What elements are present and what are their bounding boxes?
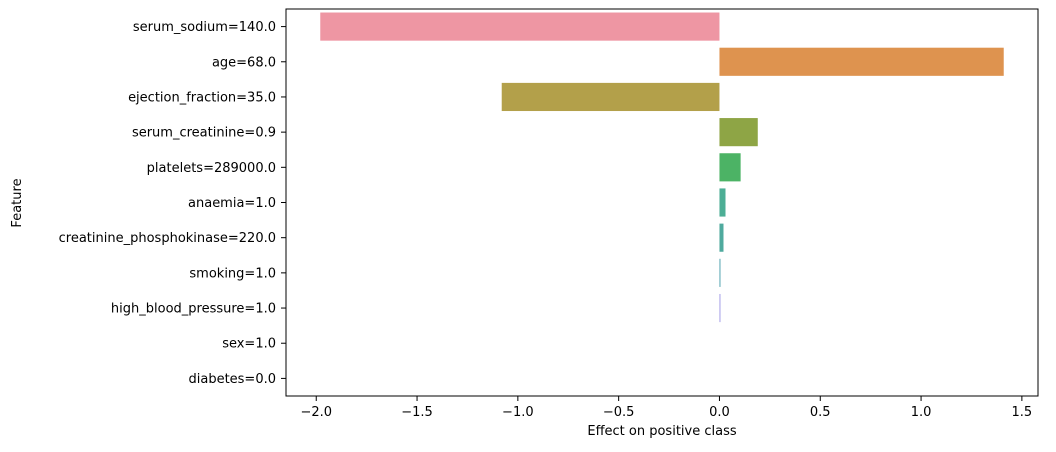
y-tick-label: serum_sodium=140.0 [133, 20, 276, 35]
y-tick-label: creatinine_phosphokinase=220.0 [59, 231, 276, 246]
y-tick-label: anaemia=1.0 [188, 196, 276, 211]
x-tick-label: 1.0 [911, 405, 932, 420]
y-ticks-layer: serum_sodium=140.0 age=68.0 ejection_fract… [59, 20, 286, 387]
y-tick-label: diabetes=0.0 [188, 372, 276, 387]
y-tick-label: sex=1.0 [222, 337, 276, 352]
bar-creatinine-phosphokinase [719, 223, 724, 252]
y-tick-label: serum_creatinine=0.9 [132, 126, 276, 141]
bar-anaemia [719, 188, 726, 217]
x-tick-label: 1.5 [1012, 405, 1033, 420]
bar-platelets [719, 153, 741, 182]
y-axis-label: Feature [10, 178, 25, 227]
y-tick-label: smoking=1.0 [189, 266, 276, 281]
x-axis-label: Effect on positive class [587, 424, 736, 439]
bar-high-blood-pressure [719, 293, 721, 323]
bar-serum-creatinine [719, 118, 758, 147]
y-tick-label: high_blood_pressure=1.0 [111, 302, 276, 317]
x-tick-label: 0.0 [709, 405, 730, 420]
x-tick-label: −1.0 [502, 405, 534, 420]
bar-age [719, 47, 1004, 76]
bar-ejection-fraction [501, 82, 720, 112]
bar-serum-sodium [320, 12, 720, 41]
y-tick-label: ejection_fraction=35.0 [128, 90, 276, 105]
y-tick-label: age=68.0 [212, 55, 276, 70]
bars-layer [320, 12, 1004, 323]
x-tick-label: 0.5 [810, 405, 831, 420]
x-tick-label: −2.0 [300, 405, 332, 420]
bar-smoking [719, 258, 721, 287]
y-tick-label: platelets=289000.0 [147, 161, 276, 176]
x-tick-label: −1.5 [401, 405, 433, 420]
x-ticks-layer: −2.0 −1.5 −1.0 −0.5 0.0 0.5 1.0 1.5 [300, 396, 1032, 420]
x-tick-label: −0.5 [603, 405, 635, 420]
